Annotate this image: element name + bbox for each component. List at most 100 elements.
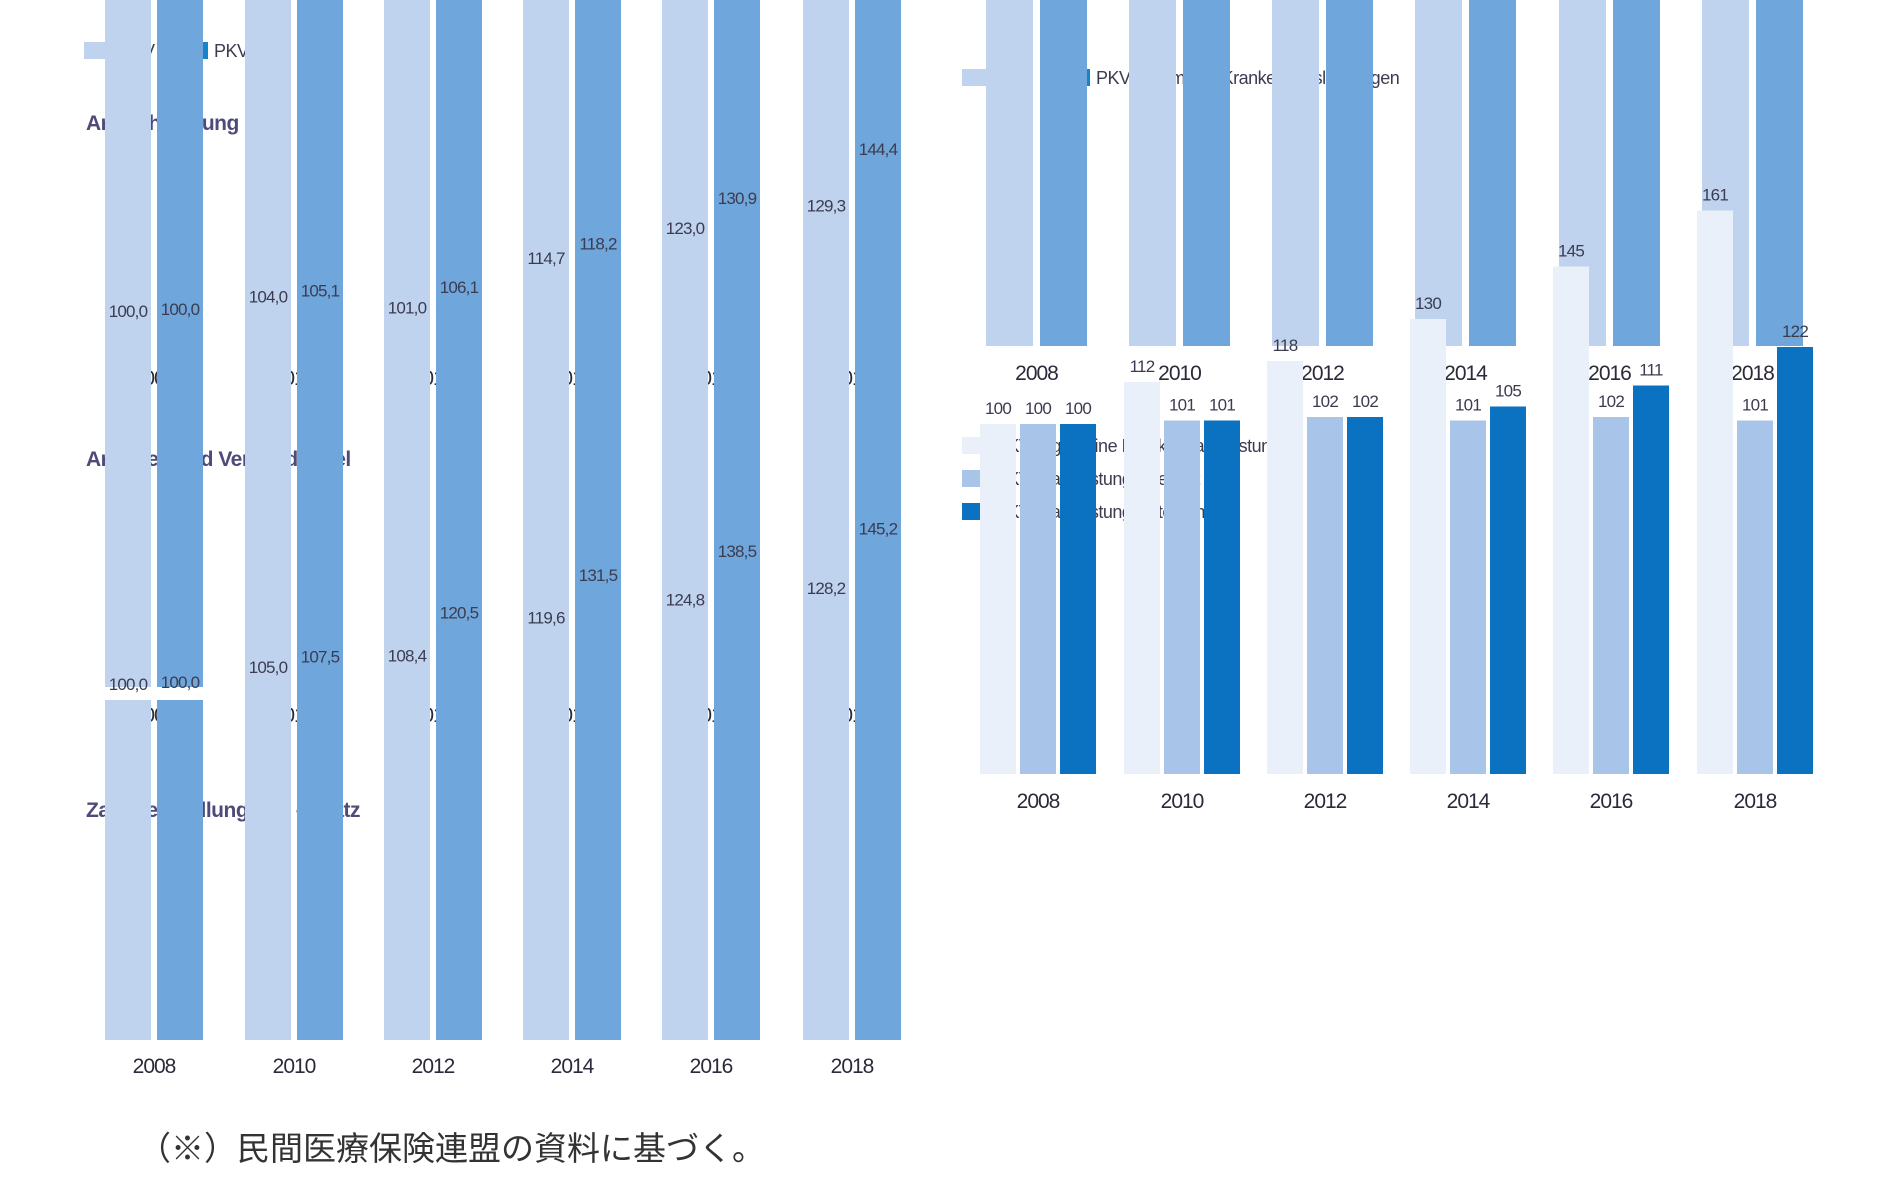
bar	[1267, 361, 1303, 774]
x-tick-label: 2014	[1447, 790, 1491, 813]
bar	[662, 244, 708, 687]
bar	[157, 700, 203, 1040]
data-label: 100,0	[109, 675, 148, 694]
bar	[105, 700, 151, 1040]
bar	[1183, 0, 1230, 347]
x-tick-label: 2014	[551, 1055, 595, 1078]
bar	[714, 569, 760, 1040]
data-label: 105,1	[301, 282, 340, 301]
data-label: 101	[1209, 396, 1235, 415]
bar	[575, 592, 621, 1040]
bar	[1060, 424, 1096, 774]
data-label: 105,0	[249, 658, 288, 677]
bar	[1410, 319, 1446, 774]
bar	[1040, 0, 1087, 346]
x-tick-label: 2010	[273, 1055, 316, 1078]
bar	[855, 546, 901, 1040]
bar	[1124, 382, 1160, 774]
bar	[1164, 420, 1200, 774]
bar	[1307, 417, 1343, 774]
data-label: 112	[1130, 357, 1155, 376]
data-label: 119,6	[527, 608, 565, 627]
chart-title: Zahnbehandlung und -ersatz	[86, 799, 360, 822]
chart-panel-3: Zahnbehandlung und -ersatz 100,0 100,0 2008…	[86, 519, 901, 1078]
x-tick-label: 2016	[1590, 790, 1633, 813]
bar	[1490, 406, 1526, 774]
x-tick-label: 2014	[1444, 362, 1488, 385]
x-tick-label: 2012	[1304, 790, 1347, 813]
data-label: 120,5	[440, 603, 479, 622]
data-label: 130	[1415, 294, 1441, 313]
bar	[245, 312, 291, 687]
bar	[986, 0, 1033, 346]
bar	[157, 0, 203, 351]
bar	[1756, 0, 1803, 346]
bar	[384, 671, 430, 1040]
bar	[245, 0, 291, 352]
data-label: 129,3	[807, 197, 846, 216]
x-tick-label: 2008	[133, 1055, 176, 1078]
data-label: 107,5	[301, 648, 340, 667]
data-label: 102	[1312, 392, 1338, 411]
data-label: 114,7	[527, 249, 565, 268]
data-label: 104,0	[249, 288, 288, 307]
bar	[1347, 417, 1383, 774]
data-label: 118	[1273, 336, 1298, 355]
bar	[1326, 0, 1373, 347]
x-tick-label: 2012	[1301, 362, 1344, 385]
data-label: 100,0	[161, 673, 200, 692]
data-label: 108,4	[388, 646, 427, 665]
x-tick-label: 2010	[1161, 790, 1204, 813]
bar	[523, 274, 569, 687]
data-label: 144,4	[859, 140, 898, 159]
x-tick-label: 2018	[1734, 790, 1777, 813]
bar	[245, 683, 291, 1040]
bar	[1737, 420, 1773, 774]
data-label: 100,0	[109, 302, 148, 321]
data-label: 145,2	[859, 519, 898, 538]
bar	[1613, 0, 1660, 347]
chart-panel-4: 100,0100,02008111,0112,02010118,1118,320…	[986, 0, 1803, 385]
bar	[1020, 424, 1056, 774]
x-tick-label: 2016	[690, 1055, 733, 1078]
data-label: 161	[1702, 186, 1728, 205]
x-tick-label: 2010	[1158, 362, 1201, 385]
data-label: 130,9	[718, 189, 757, 208]
data-label: 100	[1025, 399, 1051, 418]
bar	[980, 424, 1016, 774]
data-label: 118,2	[579, 234, 617, 253]
data-label: 128,2	[807, 579, 846, 598]
bar	[1415, 0, 1462, 347]
data-label: 124,8	[666, 591, 705, 610]
data-label: 101	[1455, 396, 1481, 415]
data-label: 111	[1639, 361, 1663, 380]
bar	[384, 0, 430, 351]
data-label: 105	[1495, 382, 1521, 401]
data-label: 100	[1065, 399, 1091, 418]
bar	[1633, 385, 1669, 774]
x-tick-label: 2018	[831, 1055, 874, 1078]
data-label: 131,5	[579, 566, 618, 585]
bar	[803, 604, 849, 1040]
bar	[1204, 420, 1240, 774]
legend-swatch	[962, 69, 990, 86]
data-label: 145	[1558, 242, 1584, 261]
bar	[1553, 266, 1589, 774]
data-label: 123,0	[666, 219, 705, 238]
bar	[105, 327, 151, 687]
bar	[105, 0, 151, 351]
legend-label: PKV	[214, 41, 249, 61]
bar	[436, 0, 482, 351]
bar	[1129, 0, 1176, 347]
bar	[1593, 417, 1629, 774]
data-label: 101,0	[388, 298, 427, 317]
data-label: 138,5	[718, 542, 757, 561]
bar	[1469, 0, 1516, 346]
bar	[297, 674, 343, 1040]
data-label: 122	[1782, 322, 1808, 341]
bar	[1697, 210, 1733, 774]
x-tick-label: 2012	[412, 1055, 455, 1078]
data-label: 106,1	[440, 278, 479, 297]
